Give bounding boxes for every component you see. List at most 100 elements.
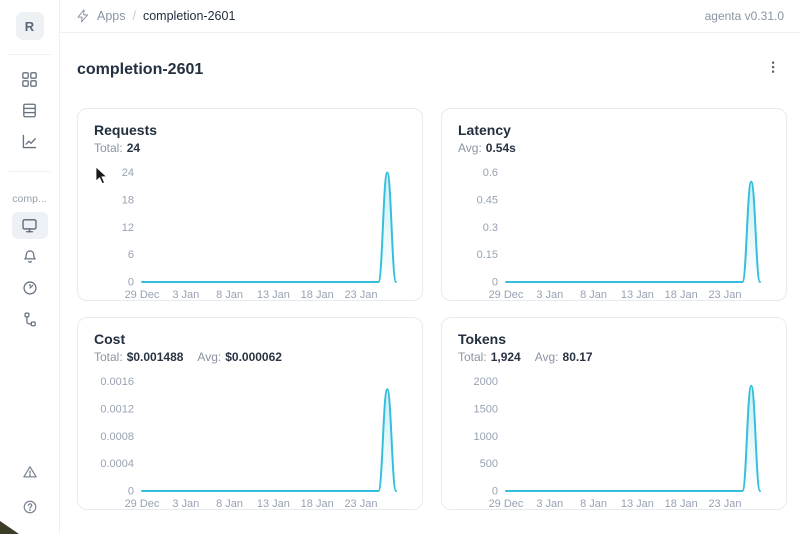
main-area: Apps / completion-2601 agenta v0.31.0 co… xyxy=(60,0,800,534)
y-tick-label: 1500 xyxy=(474,404,498,416)
y-tick-label: 0.0008 xyxy=(100,431,134,443)
kebab-icon xyxy=(766,60,780,79)
sidebar-item-overview[interactable] xyxy=(11,212,48,239)
x-tick-label: 29 Dec xyxy=(489,289,524,301)
x-tick-label: 3 Jan xyxy=(536,289,563,301)
card-title: Cost xyxy=(94,331,126,348)
y-tick-label: 24 xyxy=(122,167,134,179)
corner-artifact xyxy=(0,521,19,534)
stat-item: Total: 1,924 xyxy=(458,350,521,365)
requests-card: Requests Total: 24 0 6 12 18 24 29 Dec 3 Jan 8 J… xyxy=(77,108,423,302)
card-stats: Total: 1,924 Avg: 80.17 xyxy=(458,350,770,364)
chart-line xyxy=(505,385,761,493)
sidebar-item-registry[interactable] xyxy=(12,97,48,124)
stat-item: Avg: 0.54s xyxy=(458,141,516,156)
card-stats: Avg: 0.54s xyxy=(458,141,770,155)
chart-area xyxy=(142,172,396,283)
sidebar-item-traces[interactable] xyxy=(12,305,48,332)
chart-area xyxy=(142,389,396,492)
y-tick-label: 6 xyxy=(128,250,134,262)
sidebar-item-evaluations[interactable] xyxy=(12,128,48,155)
y-tick-label: 0 xyxy=(492,277,498,289)
y-tick-label: 0.6 xyxy=(483,167,498,179)
card-stats: Total: 24 xyxy=(94,141,406,155)
sidebar-divider xyxy=(8,54,51,55)
y-tick-label: 18 xyxy=(122,195,134,207)
y-tick-label: 0 xyxy=(128,486,134,498)
charts-grid: Requests Total: 24 0 6 12 18 24 29 Dec 3 Jan 8 J… xyxy=(77,108,787,511)
content: completion-2601 Requests Total: 24 0 6 12 18… xyxy=(60,33,800,511)
app-version-label: agenta v0.31.0 xyxy=(704,9,784,23)
y-tick-label: 0.15 xyxy=(477,250,498,262)
card-title: Latency xyxy=(458,122,511,139)
tokens-card: Tokens Total: 1,924 Avg: 80.17 0 500 1000 1500… xyxy=(441,317,787,511)
x-tick-label: 18 Jan xyxy=(665,289,698,301)
y-tick-label: 500 xyxy=(480,459,498,471)
x-tick-label: 29 Dec xyxy=(125,498,160,510)
stat-item: Total: 24 xyxy=(94,141,141,156)
workspace-avatar[interactable]: R xyxy=(15,12,44,40)
x-tick-label: 8 Jan xyxy=(216,289,243,301)
latency-card: Latency Avg: 0.54s 0 0.15 0.3 0.45 0.6 29 Dec 3… xyxy=(441,108,787,302)
tokens-chart[interactable]: 0 500 1000 1500 2000 29 Dec 3 Jan 8 Jan 13 Jan 18… xyxy=(458,369,770,515)
breadcrumb: Apps / completion-2601 xyxy=(76,9,235,23)
latency-chart[interactable]: 0 0.15 0.3 0.45 0.6 29 Dec 3 Jan 8 Jan 13 Jan 18 … xyxy=(458,160,770,306)
bell-icon xyxy=(21,248,39,266)
x-tick-label: 13 Jan xyxy=(621,498,654,510)
y-tick-label: 0 xyxy=(128,277,134,289)
apps-grid-icon xyxy=(20,70,39,89)
x-tick-label: 8 Jan xyxy=(216,498,243,510)
requests-chart[interactable]: 0 6 12 18 24 29 Dec 3 Jan 8 Jan 13 Jan 18 Jan 23 J… xyxy=(94,160,406,306)
x-tick-label: 23 Jan xyxy=(344,498,377,510)
y-tick-label: 0.0016 xyxy=(100,377,134,389)
stat-item: Avg: $0.000062 xyxy=(197,350,282,365)
tree-branch-icon xyxy=(21,310,39,328)
x-tick-label: 8 Jan xyxy=(580,498,607,510)
x-tick-label: 23 Jan xyxy=(708,498,741,510)
card-title: Requests xyxy=(94,122,158,139)
registry-list-icon xyxy=(20,101,39,120)
chart-line xyxy=(141,171,397,284)
project-label: comp... xyxy=(12,193,47,205)
sidebar-item-notifications[interactable] xyxy=(12,243,48,270)
bolt-icon xyxy=(76,9,90,23)
cost-chart[interactable]: 0 0.0004 0.0008 0.0012 0.0016 29 Dec 3 Jan 8 Ja… xyxy=(94,369,406,515)
y-tick-label: 0 xyxy=(492,486,498,498)
help-circle-icon xyxy=(21,498,39,516)
y-tick-label: 0.0004 xyxy=(100,459,134,471)
topbar: Apps / completion-2601 agenta v0.31.0 xyxy=(60,0,800,33)
y-tick-label: 0.0012 xyxy=(100,404,134,416)
sidebar-item-help[interactable] xyxy=(12,493,48,520)
alert-triangle-icon xyxy=(21,463,39,481)
line-chart-icon xyxy=(20,132,39,151)
stat-item: Total: $0.001488 xyxy=(94,350,184,365)
y-tick-label: 2000 xyxy=(474,376,498,388)
card-title: Tokens xyxy=(458,331,506,348)
x-tick-label: 3 Jan xyxy=(536,498,563,510)
y-tick-label: 0.45 xyxy=(477,195,498,207)
sidebar-footer xyxy=(12,456,48,534)
chart-line xyxy=(141,388,397,493)
x-tick-label: 3 Jan xyxy=(172,498,199,510)
y-tick-label: 0.3 xyxy=(483,222,498,234)
sidebar: R xyxy=(0,0,60,534)
sidebar-item-apps[interactable] xyxy=(12,66,48,93)
x-tick-label: 18 Jan xyxy=(301,498,334,510)
chart-line xyxy=(505,181,761,284)
monitor-icon xyxy=(20,216,39,235)
x-tick-label: 29 Dec xyxy=(125,289,160,301)
page-head: completion-2601 xyxy=(77,50,783,89)
sidebar-item-observability[interactable] xyxy=(12,274,48,301)
x-tick-label: 23 Jan xyxy=(708,289,741,301)
chart-area xyxy=(506,182,760,283)
x-tick-label: 8 Jan xyxy=(580,289,607,301)
y-tick-label: 12 xyxy=(122,222,134,234)
x-tick-label: 3 Jan xyxy=(172,289,199,301)
x-tick-label: 18 Jan xyxy=(665,498,698,510)
page-menu-button[interactable] xyxy=(763,60,783,80)
stat-item: Avg: 80.17 xyxy=(534,350,593,365)
sidebar-item-alerts[interactable] xyxy=(12,458,48,485)
breadcrumb-apps-link[interactable]: Apps xyxy=(97,9,126,23)
x-tick-label: 29 Dec xyxy=(489,498,524,510)
